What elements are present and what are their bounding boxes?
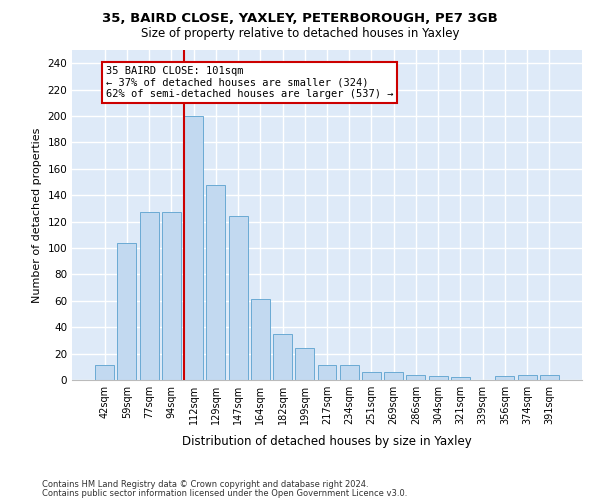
X-axis label: Distribution of detached houses by size in Yaxley: Distribution of detached houses by size …: [182, 436, 472, 448]
Bar: [251, 300, 270, 380]
Bar: [340, 366, 359, 380]
Bar: [406, 374, 425, 380]
Bar: [140, 212, 158, 380]
Bar: [429, 376, 448, 380]
Text: 35, BAIRD CLOSE, YAXLEY, PETERBOROUGH, PE7 3GB: 35, BAIRD CLOSE, YAXLEY, PETERBOROUGH, P…: [102, 12, 498, 26]
Bar: [518, 374, 536, 380]
Bar: [162, 212, 181, 380]
Bar: [273, 334, 292, 380]
Text: 35 BAIRD CLOSE: 101sqm
← 37% of detached houses are smaller (324)
62% of semi-de: 35 BAIRD CLOSE: 101sqm ← 37% of detached…: [106, 66, 393, 99]
Text: Contains public sector information licensed under the Open Government Licence v3: Contains public sector information licen…: [42, 489, 407, 498]
Text: Size of property relative to detached houses in Yaxley: Size of property relative to detached ho…: [141, 28, 459, 40]
Text: Contains HM Land Registry data © Crown copyright and database right 2024.: Contains HM Land Registry data © Crown c…: [42, 480, 368, 489]
Bar: [184, 116, 203, 380]
Bar: [118, 242, 136, 380]
Bar: [295, 348, 314, 380]
Bar: [229, 216, 248, 380]
Bar: [540, 374, 559, 380]
Y-axis label: Number of detached properties: Number of detached properties: [32, 128, 42, 302]
Bar: [496, 376, 514, 380]
Bar: [317, 366, 337, 380]
Bar: [95, 366, 114, 380]
Bar: [206, 184, 225, 380]
Bar: [384, 372, 403, 380]
Bar: [362, 372, 381, 380]
Bar: [451, 378, 470, 380]
